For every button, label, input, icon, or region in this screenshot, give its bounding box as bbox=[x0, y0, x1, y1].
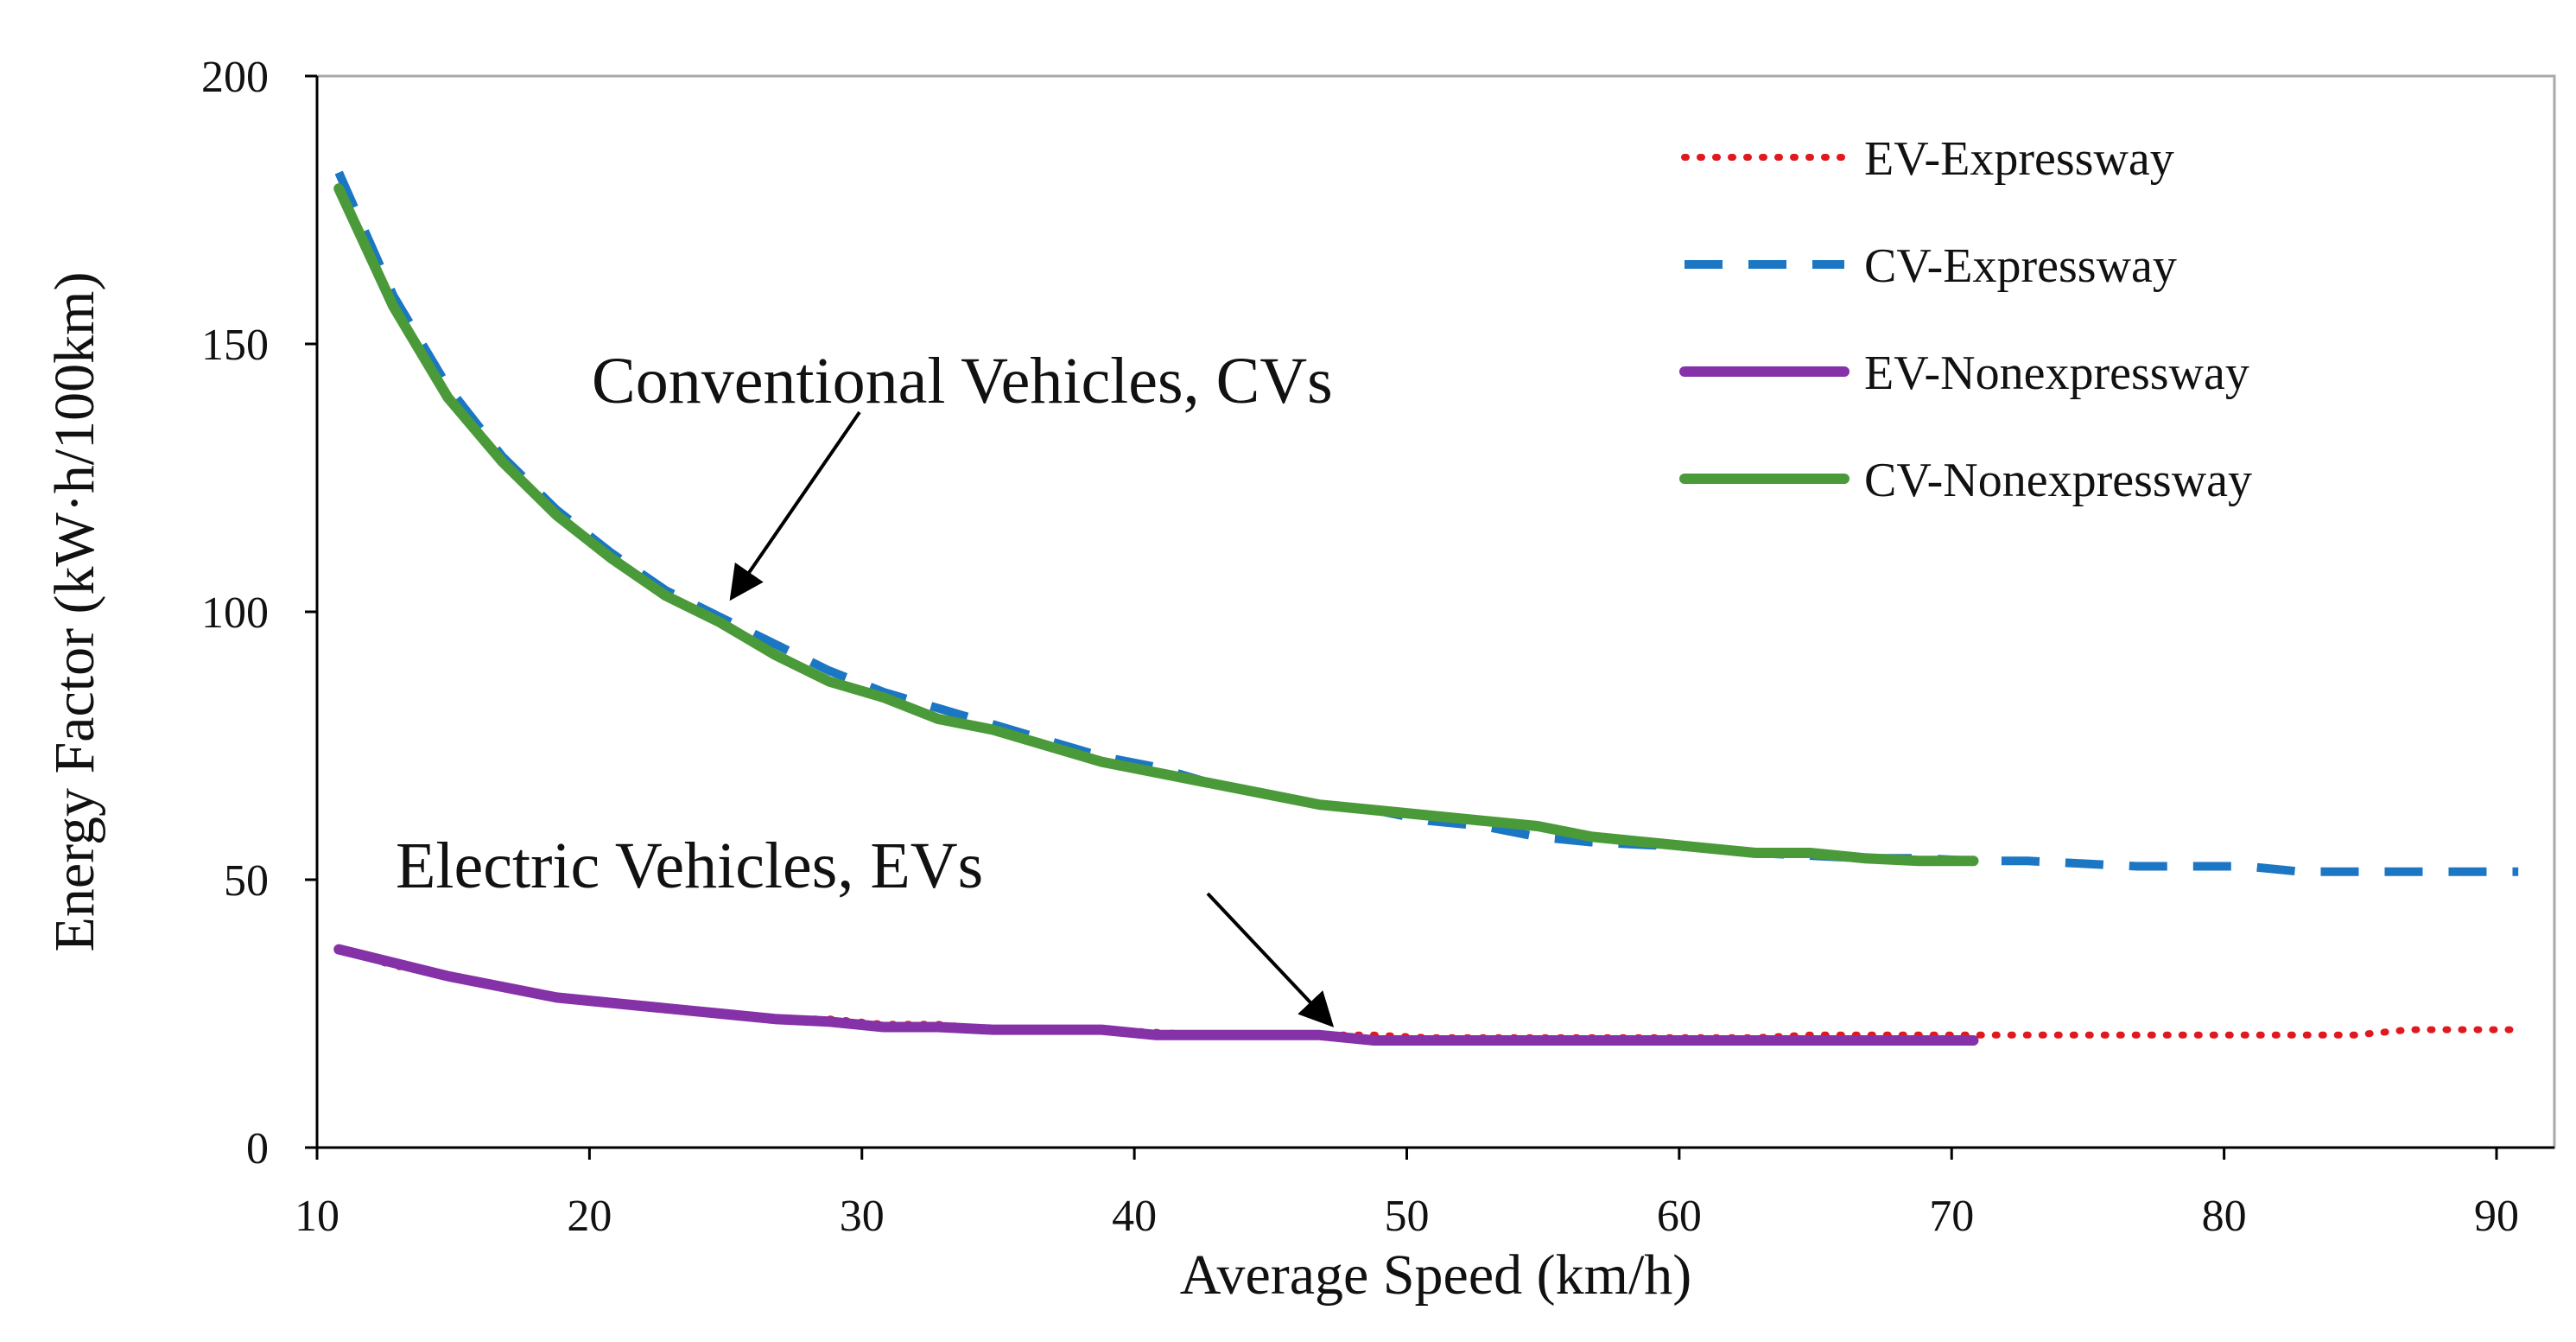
x-tick-label-1: 20 bbox=[567, 1192, 612, 1241]
annotation-label-1: Electric Vehicles, EVs bbox=[396, 830, 983, 902]
series-line-cv-expressway bbox=[334, 170, 2519, 876]
x-tick-label-2: 30 bbox=[840, 1192, 885, 1241]
annotation-label-0: Conventional Vehicles, CVs bbox=[592, 345, 1333, 417]
x-tick-label-4: 50 bbox=[1385, 1192, 1430, 1241]
legend-label-cv-nonexpressway: CV-Nonexpressway bbox=[1864, 454, 2252, 507]
annotation-arrow-0 bbox=[729, 410, 861, 601]
x-tick-label-8: 90 bbox=[2474, 1192, 2519, 1241]
plot-frame bbox=[315, 74, 2556, 1149]
y-tick-label-4: 200 bbox=[201, 53, 269, 102]
legend-label-cv-expressway: CV-Expressway bbox=[1864, 239, 2177, 293]
x-tick-label-0: 10 bbox=[295, 1192, 339, 1241]
legend-label-ev-nonexpressway: EV-Nonexpressway bbox=[1864, 347, 2249, 400]
y-axis-title: Energy Factor (kW·h/100km) bbox=[43, 272, 106, 952]
axis-ticks: 10 20 30 40 50 60 70 80 90 0 50 100 150 200 bbox=[201, 53, 2519, 1241]
x-tick-label-7: 80 bbox=[2202, 1192, 2247, 1241]
x-axis-title: Average Speed (km/h) bbox=[1180, 1243, 1692, 1307]
annotations: Conventional Vehicles, CVs Electric Vehic… bbox=[396, 345, 1335, 1027]
series-lines bbox=[333, 170, 2522, 1046]
y-tick-label-3: 150 bbox=[201, 321, 269, 370]
series-line-cv-nonexpressway bbox=[333, 183, 1979, 867]
x-tick-label-6: 70 bbox=[1929, 1192, 1974, 1241]
y-tick-label-0: 0 bbox=[246, 1124, 269, 1173]
series-line-ev-nonexpressway bbox=[333, 944, 1979, 1046]
series-line-ev-expressway bbox=[335, 945, 2522, 1041]
y-tick-label-2: 100 bbox=[201, 588, 269, 638]
annotation-arrow-1 bbox=[1206, 892, 1335, 1027]
y-tick-label-1: 50 bbox=[224, 856, 269, 906]
legend-label-ev-expressway: EV-Expressway bbox=[1864, 132, 2174, 186]
legend: EV-Expressway CV-Expressway EV-Nonexpressw… bbox=[1679, 132, 2252, 507]
x-tick-label-5: 60 bbox=[1657, 1192, 1702, 1241]
x-tick-label-3: 40 bbox=[1112, 1192, 1157, 1241]
